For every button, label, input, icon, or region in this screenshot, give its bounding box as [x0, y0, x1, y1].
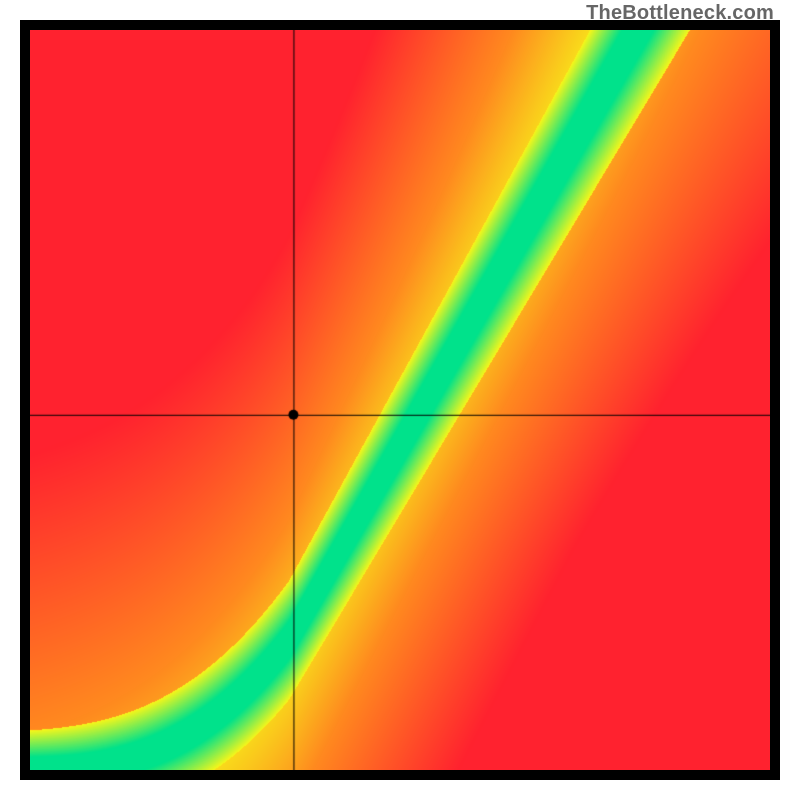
attribution-text: TheBottleneck.com — [586, 2, 774, 25]
bottleneck-heatmap — [30, 30, 770, 770]
